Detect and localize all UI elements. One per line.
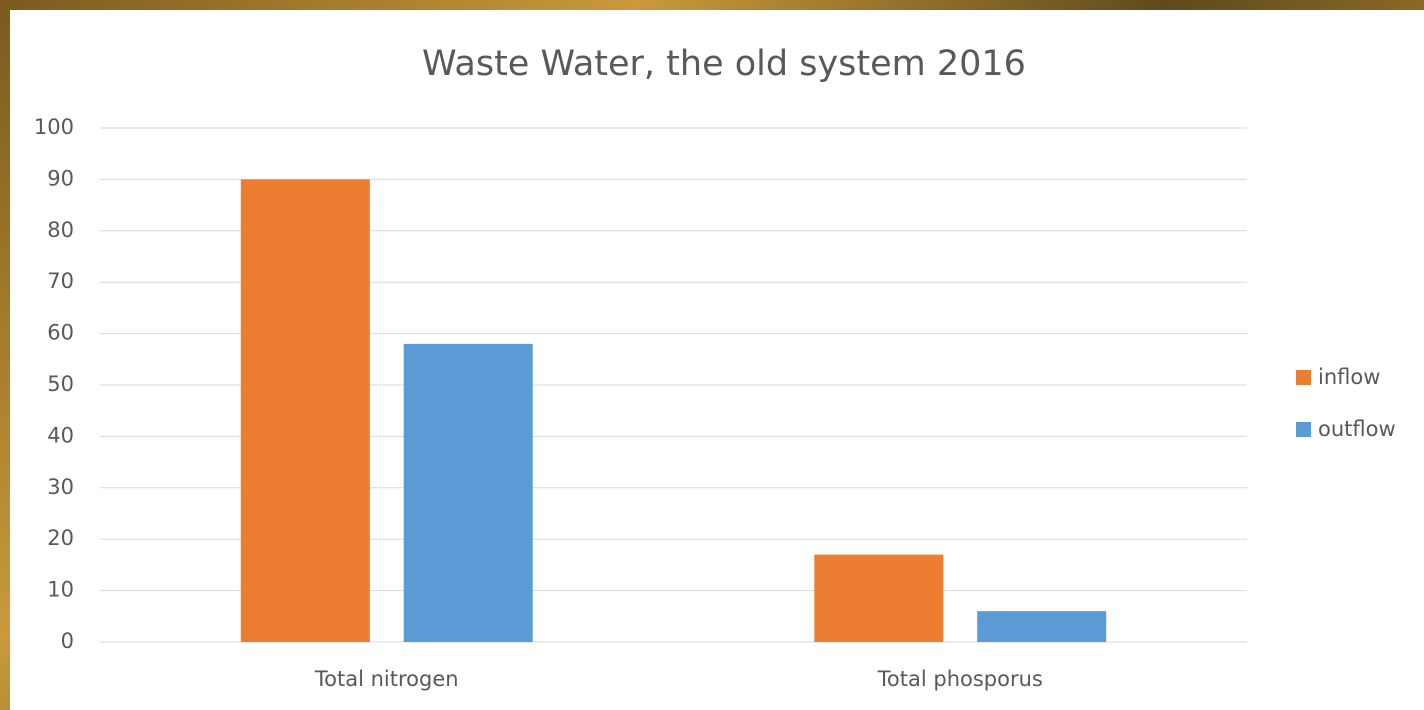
bar xyxy=(814,554,944,642)
y-tick-label: 0 xyxy=(61,629,74,653)
x-tick-label: Total nitrogen xyxy=(314,667,459,691)
bar xyxy=(403,343,533,642)
y-tick-label: 70 xyxy=(47,269,74,293)
y-tick-label: 60 xyxy=(47,321,74,345)
y-tick-label: 50 xyxy=(47,372,74,396)
legend-swatch xyxy=(1296,370,1311,385)
bar xyxy=(977,611,1107,642)
x-tick-label: Total phosporus xyxy=(877,667,1043,691)
y-tick-label: 100 xyxy=(34,115,74,139)
y-tick-label: 20 xyxy=(47,526,74,550)
chart-area xyxy=(10,10,1424,710)
chart-title: Waste Water, the old system 2016 xyxy=(422,44,1026,84)
y-tick-label: 90 xyxy=(47,166,74,190)
y-tick-label: 10 xyxy=(47,578,74,602)
y-tick-label: 80 xyxy=(47,218,74,242)
y-tick-label: 30 xyxy=(47,475,74,499)
bar xyxy=(240,179,370,642)
y-tick-label: 40 xyxy=(47,423,74,447)
legend-label: inflow xyxy=(1318,365,1380,389)
legend-label: outflow xyxy=(1318,417,1396,441)
legend-swatch xyxy=(1296,422,1311,437)
